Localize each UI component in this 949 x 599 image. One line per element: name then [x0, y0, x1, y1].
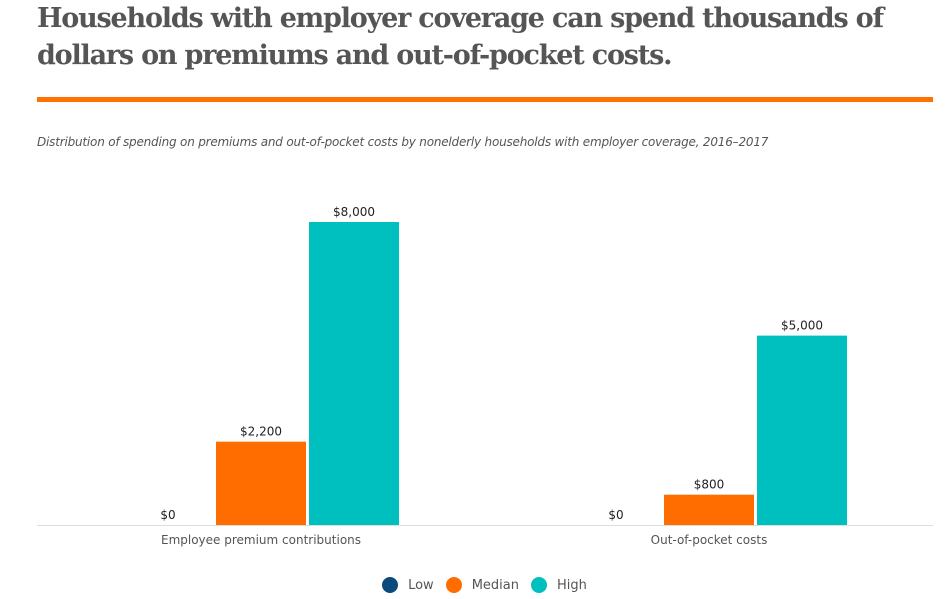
legend-label: High: [557, 577, 587, 593]
chart-subtitle: Distribution of spending on premiums and…: [37, 135, 769, 149]
legend-dot-icon: [531, 577, 547, 593]
data-label: $800: [694, 478, 725, 492]
data-label: $5,000: [781, 319, 823, 333]
bar-high: [757, 335, 847, 525]
legend-label: Low: [408, 577, 434, 593]
legend-dot-icon: [382, 577, 399, 593]
data-label: $8,000: [333, 205, 375, 219]
data-label: $0: [608, 508, 623, 522]
page-title: Households with employer coverage can sp…: [37, 3, 884, 71]
category-label: Employee premium contributions: [161, 533, 361, 547]
legend-dot-icon: [445, 577, 462, 593]
legend-item-high[interactable]: High: [531, 577, 587, 593]
data-label: $2,200: [240, 425, 282, 439]
bar-high: [309, 222, 399, 525]
legend: Low Median High: [0, 577, 949, 593]
category-label: Out-of-pocket costs: [651, 533, 768, 547]
legend-item-low[interactable]: Low: [382, 577, 434, 593]
accent-divider: [37, 97, 933, 102]
legend-item-median[interactable]: Median: [445, 577, 519, 593]
data-label: $0: [160, 508, 175, 522]
legend-label: Median: [471, 577, 519, 593]
bar-median: [664, 494, 754, 525]
bar-median: [216, 441, 306, 525]
